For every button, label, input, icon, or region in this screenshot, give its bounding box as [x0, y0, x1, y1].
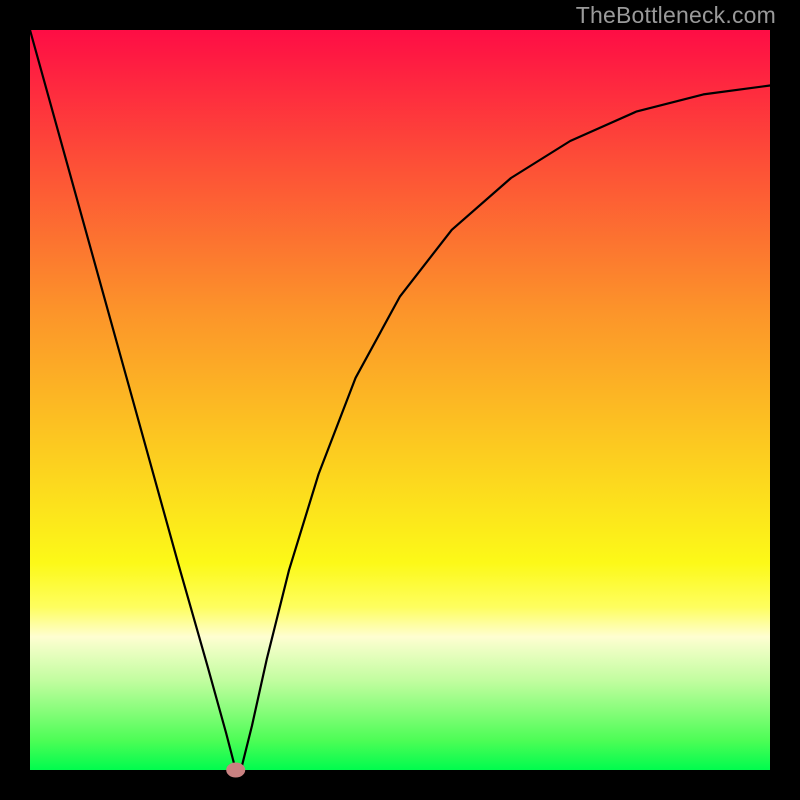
watermark-text: TheBottleneck.com	[576, 2, 776, 29]
gradient-background	[30, 30, 770, 770]
optimal-point-marker	[227, 763, 245, 777]
bottleneck-chart	[0, 0, 800, 800]
